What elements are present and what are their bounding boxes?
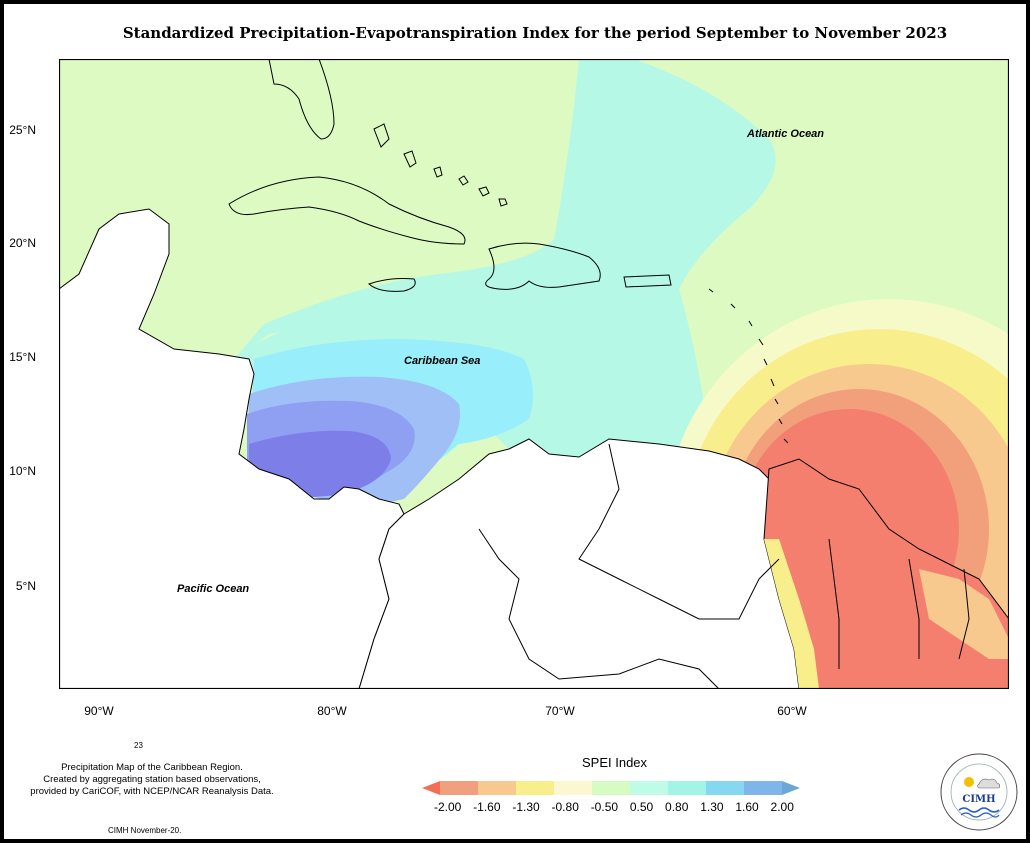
land-jamaica xyxy=(368,278,416,292)
lat-label-25: 25°N xyxy=(9,123,36,137)
legend-cell xyxy=(478,781,517,795)
land-guianas-west xyxy=(764,539,819,689)
lat-label-10: 10°N xyxy=(9,464,36,478)
legend-cell xyxy=(440,781,479,795)
label-atlantic-ocean: Atlantic Ocean xyxy=(746,128,824,140)
legend-cell xyxy=(554,781,593,795)
land-bahamas xyxy=(373,123,508,207)
land-borders xyxy=(478,443,970,689)
lon-label-60: 60°W xyxy=(777,704,807,718)
land-puerto-rico xyxy=(623,274,672,288)
legend-cell xyxy=(668,781,707,795)
lat-label-15: 15°N xyxy=(9,350,36,364)
legend-tick-label: -1.60 xyxy=(473,800,501,814)
cimh-logo: CIMH xyxy=(940,753,1018,831)
cloud-icon xyxy=(977,778,1000,789)
legend-cell xyxy=(630,781,669,795)
legend-tick-label: -2.00 xyxy=(434,800,462,814)
page-title: Standardized Precipitation-Evapotranspir… xyxy=(122,24,948,42)
legend-cell xyxy=(706,781,745,795)
note-line-3: provided by CariCOF, with NCEP/NCAR Rean… xyxy=(30,786,274,797)
legend-tick-label: 0.80 xyxy=(665,800,689,814)
sun-icon xyxy=(964,777,974,787)
lat-label-5: 5°N xyxy=(15,579,36,593)
legend-arrow-left xyxy=(422,781,440,795)
legend-tick-label: 1.60 xyxy=(735,800,759,814)
land-guianas-east xyxy=(919,569,1009,659)
map-description: Precipitation Map of the Caribbean Regio… xyxy=(4,762,300,798)
label-caribbean-sea: Caribbean Sea xyxy=(404,355,480,367)
legend-tick-label: 1.30 xyxy=(700,800,724,814)
legend-cell xyxy=(516,781,555,795)
note-line-2: Created by aggregating station based obs… xyxy=(43,774,261,785)
credit-text: CIMH November-20. xyxy=(108,826,182,835)
legend-tick-label: -1.30 xyxy=(512,800,540,814)
land-lesser-antilles xyxy=(708,288,789,444)
map-frame xyxy=(59,59,1009,689)
legend-colorbar xyxy=(422,781,800,795)
legend-cell xyxy=(592,781,631,795)
legend-title: SPEI Index xyxy=(582,755,648,770)
legend-arrow-right xyxy=(782,781,800,795)
note-small-label: 23 xyxy=(134,741,143,750)
land-hispaniola xyxy=(485,242,601,290)
lon-label-90: 90°W xyxy=(84,704,114,718)
legend-ticks: -2.00 -1.60 -1.30 -0.80 -0.50 0.50 0.80 1.30 1.6… xyxy=(434,800,794,814)
legend-tick-label: 0.50 xyxy=(629,800,654,814)
legend-tick-label: -0.50 xyxy=(590,800,619,814)
legend-tick-label: 2.00 xyxy=(770,800,794,814)
label-pacific-ocean: Pacific Ocean xyxy=(177,583,249,595)
wave-icon xyxy=(958,807,1000,813)
spei-map: Atlantic Ocean Caribbean Sea Pacific Oce… xyxy=(59,59,1009,689)
lon-label-80: 80°W xyxy=(317,704,347,718)
logo-text: CIMH xyxy=(962,794,995,805)
land-cuba xyxy=(228,176,466,245)
legend-cell xyxy=(744,781,783,795)
map-page: Standardized Precipitation-Evapotranspir… xyxy=(4,4,1026,839)
lat-label-20: 20°N xyxy=(9,236,36,250)
legend-tick-label: -0.80 xyxy=(551,800,579,814)
note-line-1: Precipitation Map of the Caribbean Regio… xyxy=(61,762,243,773)
lon-label-70: 70°W xyxy=(545,704,575,718)
land-florida xyxy=(268,59,335,140)
